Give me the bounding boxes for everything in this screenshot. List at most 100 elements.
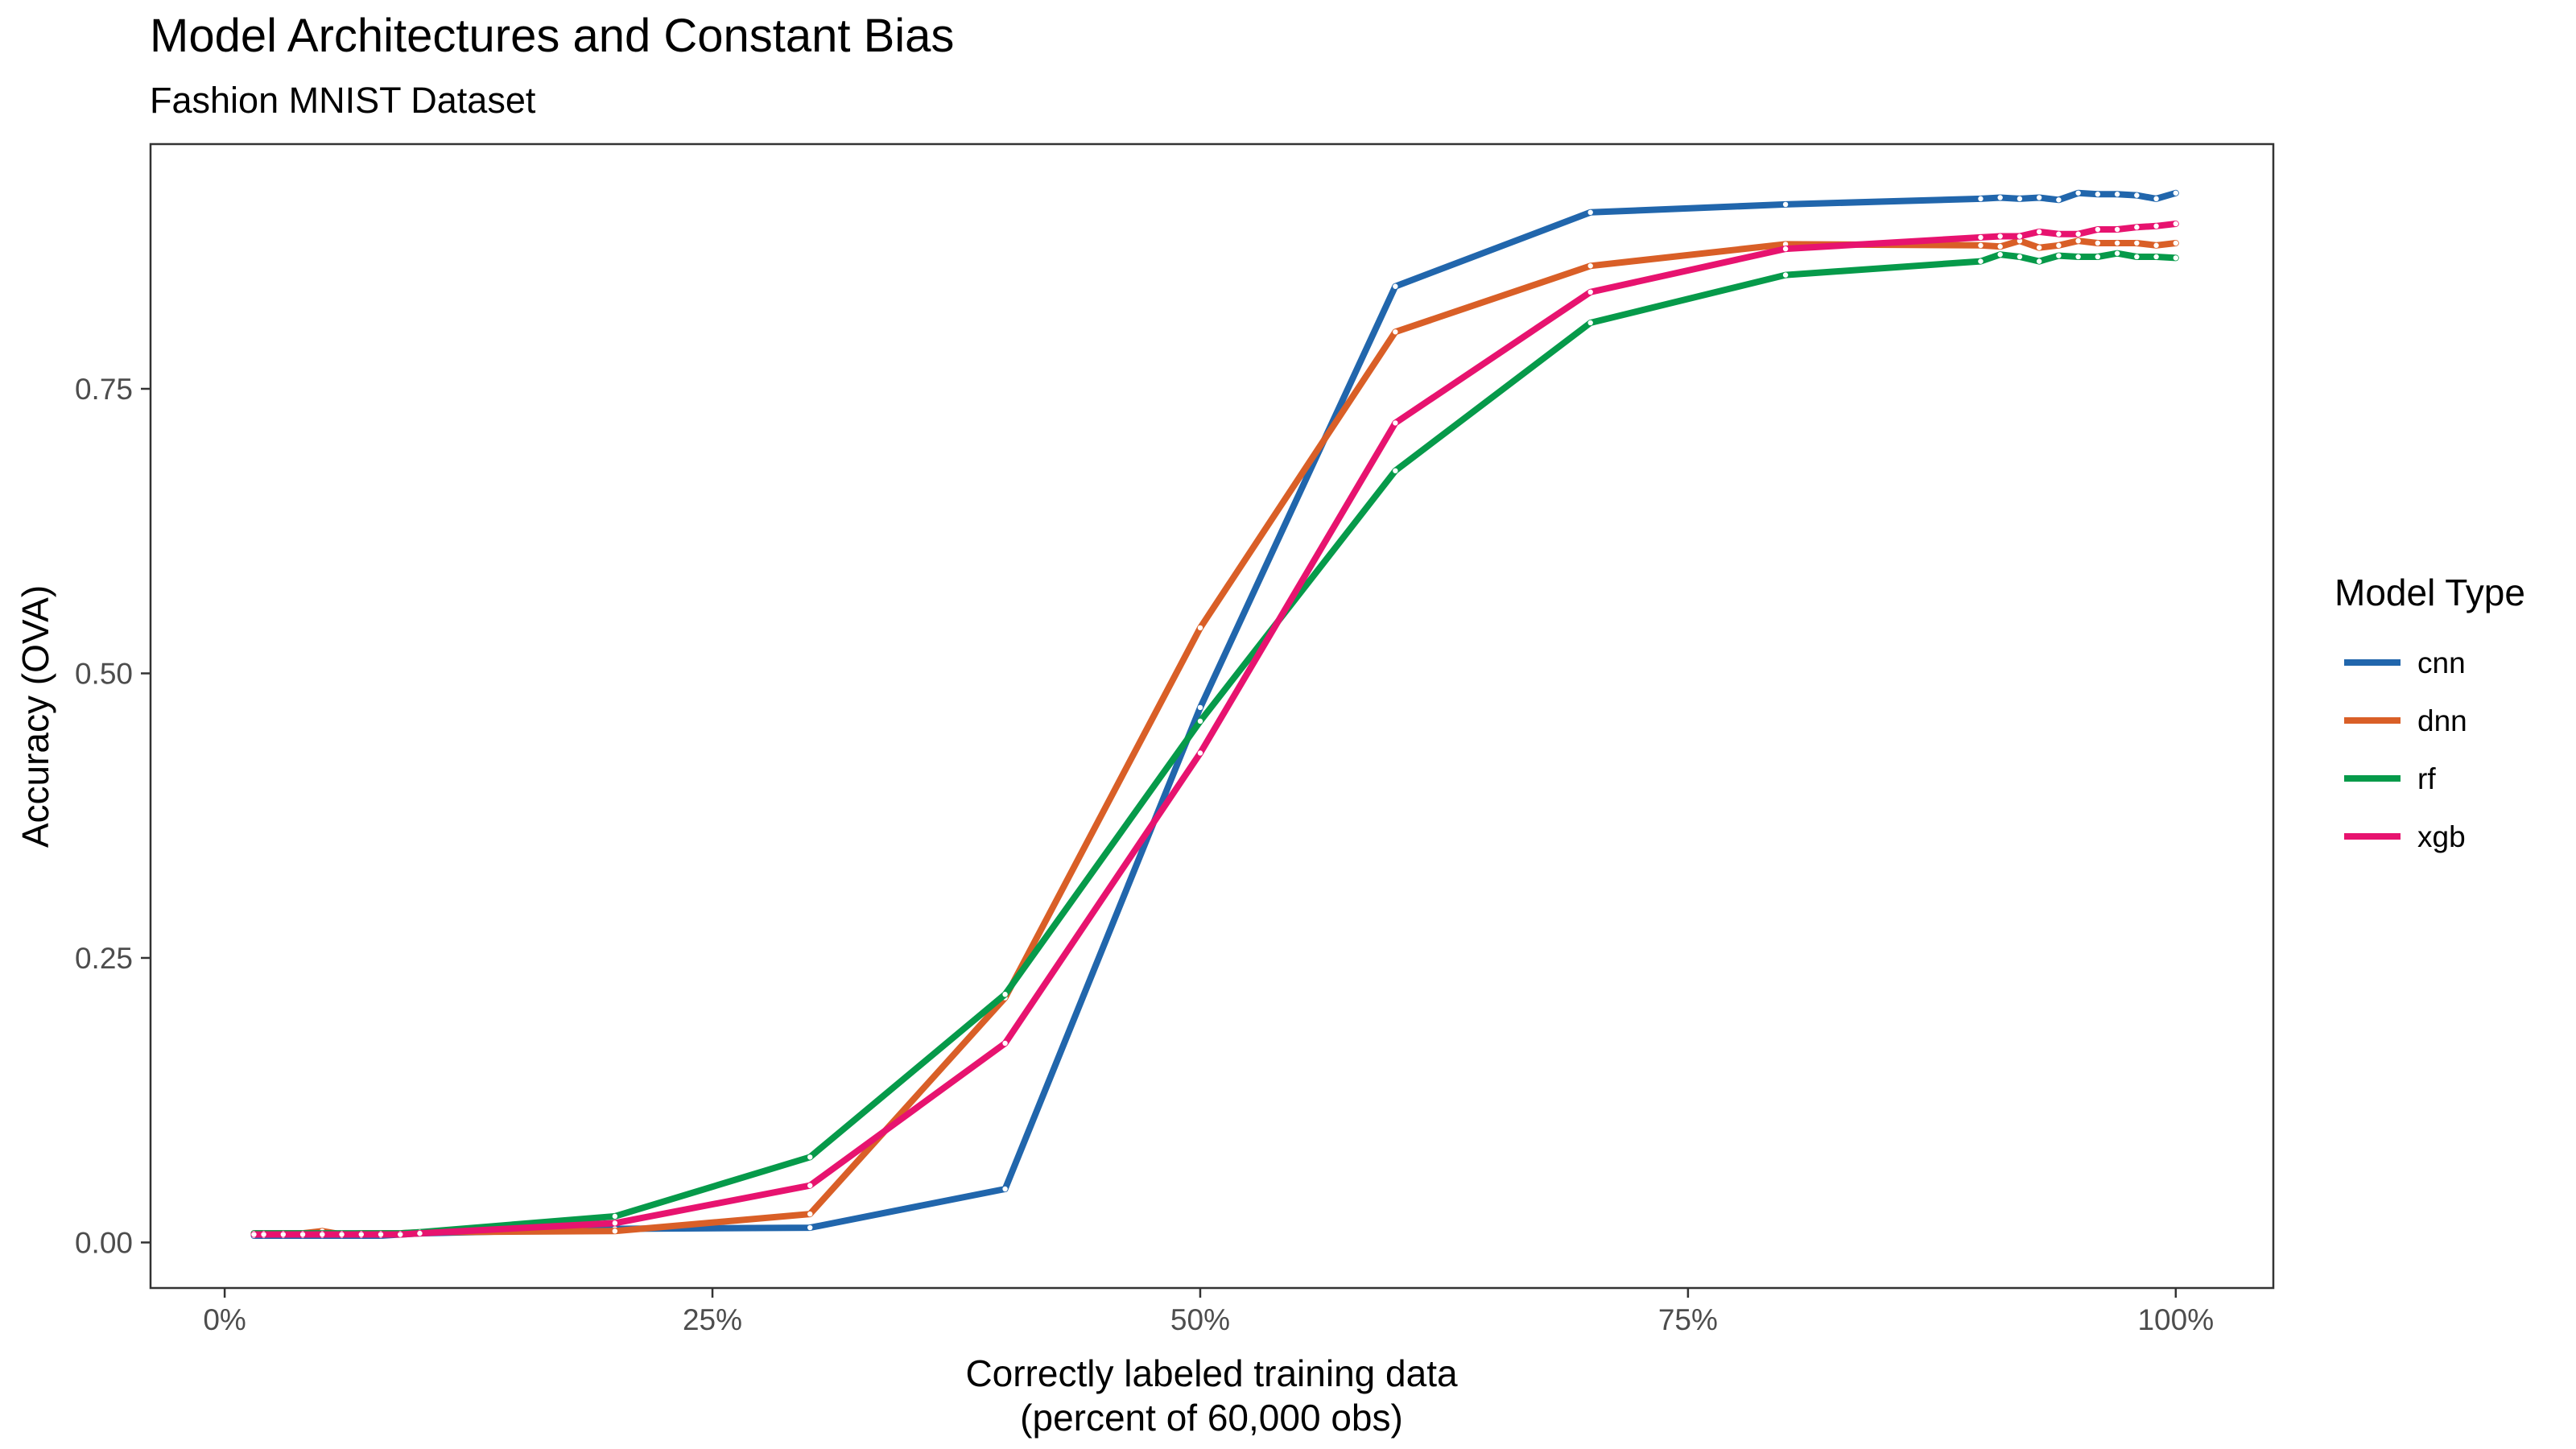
data-point-xgb: [299, 1232, 306, 1237]
data-point-dnn: [1978, 242, 1984, 249]
data-point-rf: [2017, 254, 2023, 260]
y-tick-label: 0.75: [75, 373, 133, 406]
chart-title: Model Architectures and Constant Bias: [150, 10, 954, 62]
chart-subtitle: Fashion MNIST Dataset: [150, 80, 536, 121]
data-point-xgb: [1197, 750, 1203, 756]
data-point-dnn: [2017, 237, 2023, 244]
data-point-rf: [1002, 992, 1008, 997]
data-point-dnn: [2114, 240, 2120, 246]
data-point-rf: [807, 1154, 813, 1160]
data-point-cnn: [1393, 283, 1398, 289]
data-point-cnn: [1782, 201, 1789, 208]
data-point-dnn: [2173, 240, 2179, 246]
data-point-rf: [612, 1213, 618, 1220]
legend-item-cnn: cnn: [2344, 646, 2466, 679]
data-point-cnn: [2075, 190, 2081, 196]
data-point-dnn: [2075, 237, 2081, 244]
data-point-cnn: [2095, 192, 2101, 197]
data-point-cnn: [2017, 196, 2023, 202]
data-point-rf: [2056, 253, 2062, 258]
data-point-cnn: [807, 1224, 813, 1231]
data-point-xgb: [2075, 231, 2081, 237]
data-point-dnn: [2036, 245, 2042, 250]
legend-label-dnn: dnn: [2417, 704, 2467, 737]
data-point-xgb: [251, 1232, 257, 1237]
data-point-xgb: [2114, 226, 2120, 233]
legend-items: cnn dnn rf xgb: [2344, 646, 2467, 853]
data-point-cnn: [1197, 704, 1203, 711]
y-tick-label: 0.00: [75, 1226, 133, 1259]
data-point-xgb: [280, 1232, 287, 1237]
data-point-rf: [2095, 254, 2101, 260]
data-point-rf: [2173, 255, 2179, 261]
x-tick-label: 25%: [683, 1303, 742, 1336]
data-point-cnn: [2056, 197, 2062, 203]
x-tick-label: 50%: [1170, 1303, 1230, 1336]
y-tick-label: 0.25: [75, 942, 133, 975]
series-line-xgb: [250, 221, 2179, 1238]
data-point-xgb: [612, 1220, 618, 1226]
x-axis-title-line1: Correctly labeled training data: [965, 1352, 1458, 1394]
data-point-xgb: [2173, 221, 2179, 227]
data-point-rf: [1978, 258, 1984, 264]
x-axis-title-line2: (percent of 60,000 obs): [1020, 1397, 1403, 1439]
data-point-dnn: [612, 1228, 618, 1234]
data-point-xgb: [1393, 420, 1398, 426]
data-point-dnn: [2134, 240, 2140, 246]
data-point-xgb: [2095, 226, 2101, 233]
data-point-xgb: [1997, 233, 2003, 239]
data-point-rf: [1782, 272, 1789, 278]
data-point-cnn: [2036, 195, 2042, 200]
data-point-xgb: [358, 1232, 364, 1237]
data-point-dnn: [2056, 242, 2062, 249]
data-point-cnn: [2153, 196, 2159, 202]
data-point-xgb: [1002, 1040, 1008, 1046]
data-point-dnn: [807, 1211, 813, 1217]
x-tick-label: 0%: [203, 1303, 246, 1336]
data-point-cnn: [1002, 1186, 1008, 1192]
data-point-xgb: [1978, 234, 1984, 241]
data-point-xgb: [320, 1232, 325, 1237]
y-tick-label: 0.50: [75, 657, 133, 690]
data-point-xgb: [339, 1232, 345, 1237]
legend-item-dnn: dnn: [2344, 704, 2467, 737]
data-point-cnn: [2114, 192, 2120, 197]
data-point-rf: [2036, 258, 2042, 264]
data-point-rf: [2114, 250, 2120, 256]
data-point-dnn: [1997, 244, 2003, 250]
x-tick-label: 75%: [1658, 1303, 1718, 1336]
data-point-cnn: [2173, 190, 2179, 196]
series-xgb: [250, 221, 2179, 1238]
x-tick-label: 100%: [2137, 1303, 2214, 1336]
data-point-rf: [2075, 254, 2081, 260]
data-point-xgb: [807, 1183, 813, 1188]
data-point-rf: [1197, 718, 1203, 724]
data-point-dnn: [2153, 242, 2159, 249]
data-point-xgb: [261, 1232, 266, 1237]
data-point-xgb: [417, 1230, 423, 1236]
x-axis: 0% 25% 50% 75% 100%: [203, 1288, 2214, 1336]
legend-title: Model Type: [2334, 572, 2525, 613]
data-point-cnn: [1587, 209, 1593, 216]
legend: Model Type cnn dnn rf xgb: [2334, 572, 2525, 853]
data-point-dnn: [1393, 329, 1398, 335]
legend-label-cnn: cnn: [2417, 646, 2466, 679]
data-point-xgb: [398, 1232, 403, 1237]
data-point-rf: [1393, 468, 1398, 473]
plot-panel: [149, 142, 2275, 1290]
data-point-xgb: [2134, 225, 2140, 230]
data-point-dnn: [1197, 625, 1203, 631]
data-point-cnn: [1997, 195, 2003, 200]
legend-item-xgb: xgb: [2344, 820, 2466, 853]
data-point-rf: [1997, 251, 2003, 258]
data-point-cnn: [2134, 192, 2140, 198]
y-axis: 0.00 0.25 0.50 0.75: [75, 373, 151, 1259]
data-point-xgb: [2017, 233, 2023, 239]
data-point-xgb: [2036, 229, 2042, 235]
legend-label-rf: rf: [2417, 762, 2436, 795]
data-point-dnn: [1587, 263, 1593, 269]
data-point-xgb: [378, 1232, 384, 1237]
data-point-xgb: [1587, 289, 1593, 295]
data-point-rf: [2153, 254, 2159, 260]
